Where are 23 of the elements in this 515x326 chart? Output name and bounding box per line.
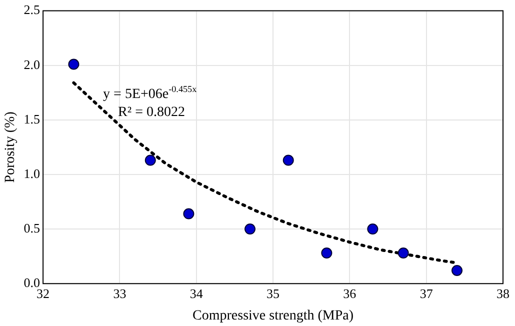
point: [367, 224, 378, 235]
point: [144, 154, 156, 166]
x-tick-label: 38: [496, 286, 510, 301]
point: [244, 224, 256, 235]
x-tick-label: 34: [190, 286, 204, 301]
x-tick-label: 33: [113, 286, 126, 301]
y-axis-title: Porosity (%): [3, 111, 18, 183]
y-tick-label: 2.5: [24, 2, 40, 18]
x-tick-label: 36: [343, 286, 357, 301]
point: [398, 248, 409, 259]
x-tick-label: 35: [266, 286, 280, 301]
point: [183, 208, 194, 220]
y-tick-label: 1.5: [24, 111, 40, 126]
point: [452, 265, 463, 276]
x-tick-label: 37: [420, 286, 434, 301]
point: [68, 58, 80, 70]
y-tick-label: 2.0: [24, 56, 40, 72]
x-axis-title: Compressive strength (MPa): [192, 308, 354, 324]
y-tick-label: 1.0: [24, 166, 40, 181]
annotation: R² = 0.8022: [118, 104, 185, 120]
point: [282, 154, 294, 166]
point: [321, 248, 332, 259]
y-tick-label: 0.5: [24, 220, 40, 236]
